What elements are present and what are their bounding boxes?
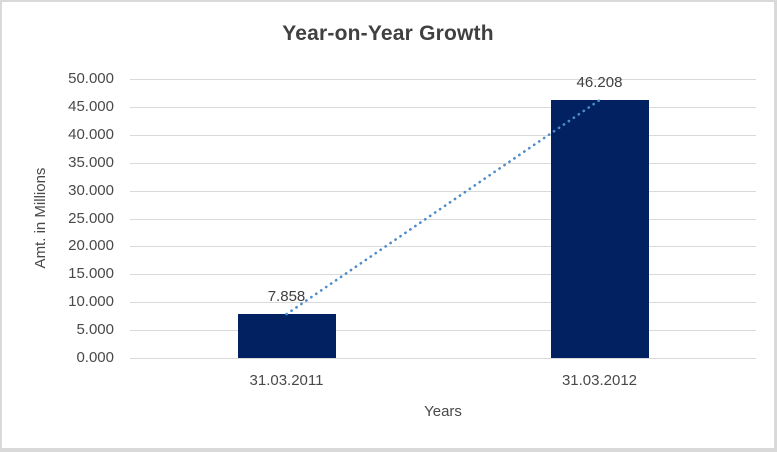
gridline	[130, 134, 756, 136]
gridline	[130, 302, 756, 304]
gridline	[130, 106, 756, 108]
trend-line	[285, 98, 601, 316]
bar-31.03.2012	[550, 100, 649, 358]
y-axis-tick-label: 45.000	[68, 97, 114, 115]
y-axis-tick-label: 50.000	[68, 70, 114, 87]
y-axis-tick-label: 20.000	[68, 237, 114, 255]
x-axis-tick-label: 31.03.2011	[249, 372, 324, 389]
gridline	[130, 162, 756, 164]
gridline	[130, 190, 756, 192]
gridline	[130, 358, 756, 359]
y-axis-tick-label: 25.000	[68, 209, 114, 227]
gridline	[130, 330, 756, 332]
x-axis-tick-label: 31.03.2012	[561, 372, 638, 389]
x-axis-title: Years	[424, 403, 462, 420]
y-axis-tick-label: 5.000	[76, 321, 114, 339]
gridline	[130, 218, 756, 220]
data-label: 7.858	[267, 288, 306, 306]
y-axis-title: Amt. in Millions	[32, 167, 49, 269]
y-axis-tick-label: 35.000	[68, 153, 114, 171]
y-axis-tick-label: 40.000	[68, 125, 114, 143]
gridline	[130, 79, 756, 80]
gridline	[130, 246, 756, 248]
plot-area	[130, 79, 756, 359]
y-axis-tick-label: 0.000	[76, 349, 114, 366]
y-axis-tick-label: 30.000	[68, 181, 114, 199]
chart-title: Year-on-Year Growth	[282, 22, 494, 45]
gridline	[130, 274, 756, 276]
bar-31.03.2011	[237, 314, 336, 358]
data-label: 46.208	[576, 74, 623, 92]
y-axis-tick-label: 10.000	[68, 293, 114, 311]
trend-line-svg	[285, 98, 601, 316]
y-axis-tick-label: 15.000	[68, 265, 114, 283]
